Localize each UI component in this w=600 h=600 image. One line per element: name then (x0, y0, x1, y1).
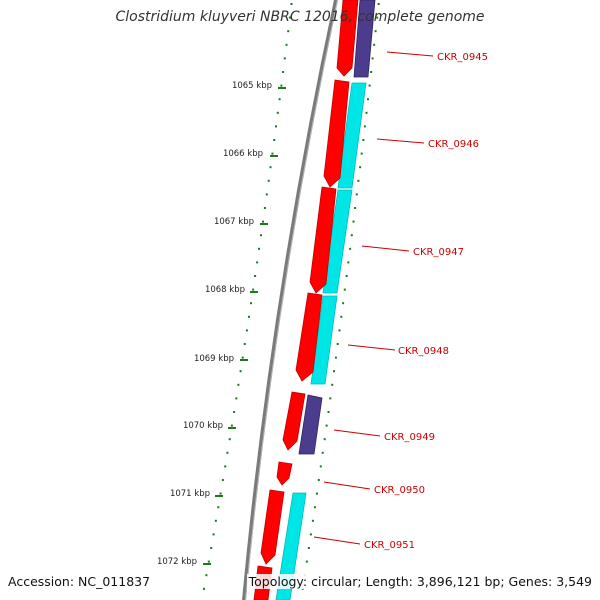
cds-forward-0947 (309, 186, 337, 294)
cds-forward-0945 (336, 0, 359, 77)
cds-forward-0950 (276, 461, 293, 486)
feature-0945 (353, 0, 376, 78)
label-leader (323, 481, 371, 490)
ruler: 1065 kbp 1066 kbp 1067 kbp 1068 kbp 1069… (157, 81, 286, 567)
label-leader (347, 344, 396, 351)
ruler-label: 1067 kbp (214, 217, 254, 227)
other-features (298, 0, 376, 455)
cds-forward-0948 (295, 292, 323, 382)
ruler-label: 1071 kbp (170, 489, 210, 499)
accession-text: Accession: NC_011837 (6, 574, 153, 589)
gene-label-ckr-0948[interactable]: CKR_0948 (398, 346, 449, 357)
genome-backbone (242, 0, 338, 600)
label-leader (376, 138, 425, 144)
label-leader (333, 429, 381, 437)
ruler-label: 1068 kbp (205, 285, 245, 295)
gene-label-ckr-0950[interactable]: CKR_0950 (374, 485, 425, 496)
ruler-label: 1069 kbp (194, 354, 234, 364)
cds-forward-0951 (260, 489, 285, 565)
ruler-label: 1072 kbp (157, 557, 197, 567)
label-leader (361, 245, 410, 252)
label-leader (386, 51, 434, 57)
label-leader (313, 536, 361, 545)
forward-strand-features (253, 0, 359, 600)
cds-forward-0946 (323, 79, 350, 188)
ruler-label: 1070 kbp (183, 421, 223, 431)
map-title: Clostridium kluyveri NBRC 12016, complet… (115, 9, 485, 25)
feature-0949 (298, 394, 323, 455)
reverse-strand-features (275, 82, 367, 600)
genome-backbone-highlight (245, 0, 338, 600)
cds-reverse-0951 (275, 492, 307, 600)
gene-label-ckr-0949[interactable]: CKR_0949 (384, 432, 435, 443)
gene-labels: CKR_0945 CKR_0946 CKR_0947 CKR_0948 CKR_… (313, 51, 488, 551)
ruler-label: 1065 kbp (232, 81, 272, 91)
topology-summary: Topology: circular; Length: 3,896,121 bp… (246, 574, 594, 589)
cds-forward-0949 (282, 391, 306, 451)
gene-label-ckr-0947[interactable]: CKR_0947 (413, 247, 464, 258)
gene-label-ckr-0945[interactable]: CKR_0945 (437, 52, 488, 63)
ruler-label: 1066 kbp (223, 149, 263, 159)
tick-track (203, 3, 293, 590)
gene-label-ckr-0951[interactable]: CKR_0951 (364, 540, 415, 551)
right-tick-track (301, 3, 380, 590)
gene-label-ckr-0946[interactable]: CKR_0946 (428, 139, 479, 150)
